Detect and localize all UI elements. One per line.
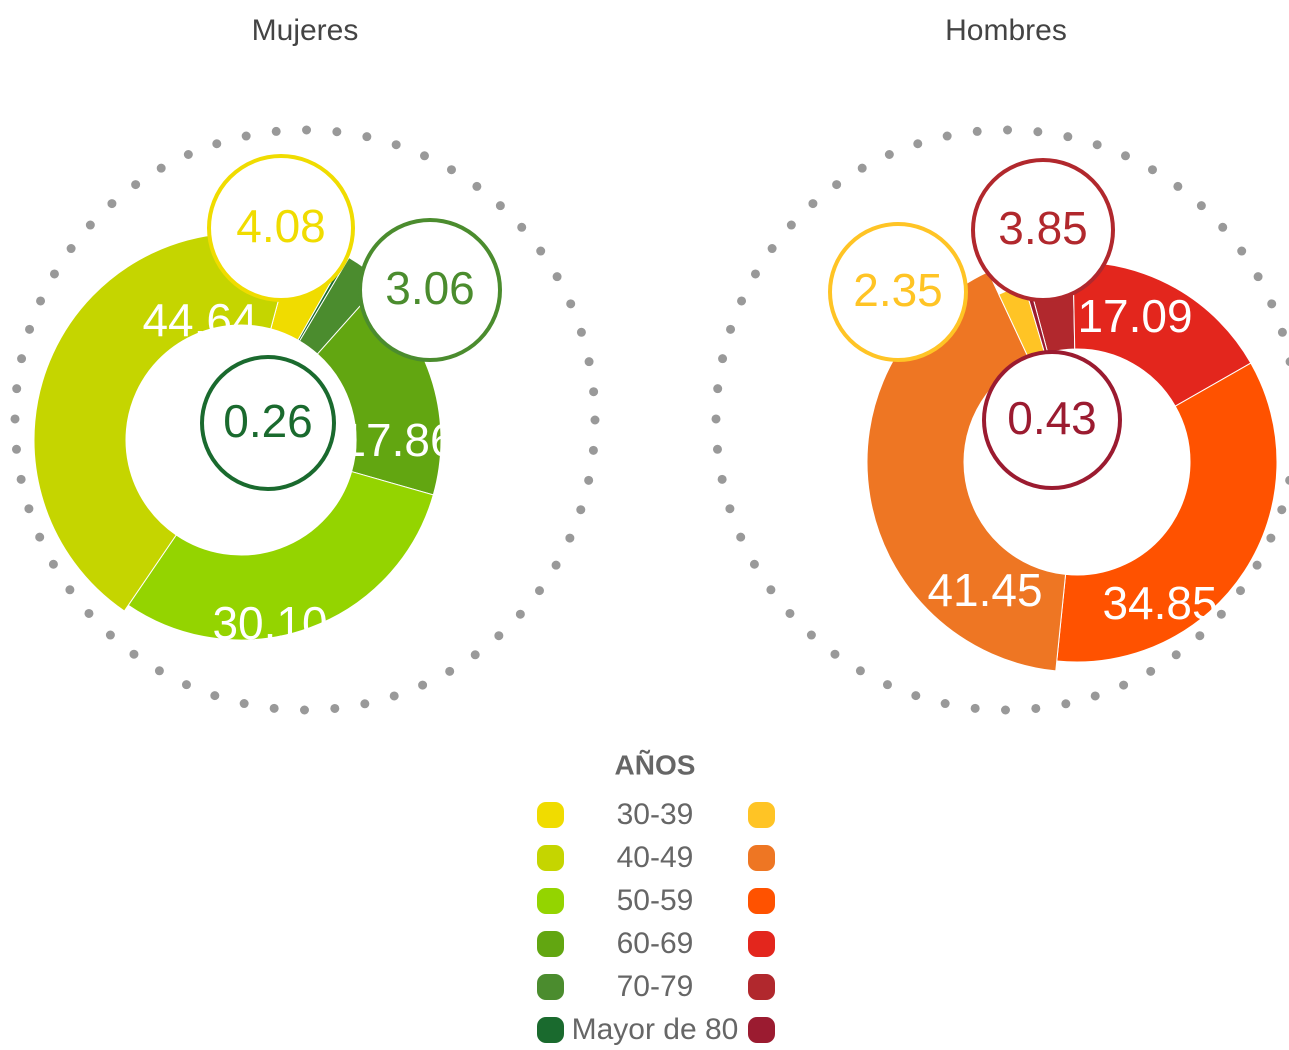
legend-swatch bbox=[748, 888, 775, 914]
label-bubble bbox=[207, 154, 355, 302]
slice bbox=[1056, 362, 1278, 663]
legend-swatch bbox=[748, 931, 775, 957]
slice bbox=[1072, 261, 1252, 407]
value-label: 0.26 bbox=[223, 395, 313, 447]
value-label: 30.10 bbox=[212, 597, 327, 649]
legend-swatch bbox=[537, 802, 564, 828]
value-label: 2.35 bbox=[853, 264, 943, 316]
label-bubble bbox=[200, 355, 336, 491]
legend-label: 70-79 bbox=[617, 970, 694, 1003]
legend-label: 30-39 bbox=[617, 798, 694, 831]
value-label: 17.86 bbox=[340, 414, 455, 466]
value-label: 44.64 bbox=[142, 294, 257, 346]
label-bubble bbox=[358, 218, 502, 362]
chart-title: Mujeres bbox=[252, 14, 359, 47]
legend-swatch bbox=[537, 888, 564, 914]
legend-label: 40-49 bbox=[617, 841, 694, 874]
legend-swatch bbox=[748, 974, 775, 1000]
value-label: 4.08 bbox=[236, 200, 326, 252]
legend-swatch bbox=[537, 974, 564, 1000]
value-label: 41.45 bbox=[927, 564, 1042, 616]
label-bubble bbox=[828, 222, 968, 362]
value-label: 3.06 bbox=[385, 262, 475, 314]
legend-label: 50-59 bbox=[617, 884, 694, 917]
value-label: 0.43 bbox=[1007, 392, 1097, 444]
legend-swatch bbox=[537, 845, 564, 871]
legend-swatch bbox=[537, 1017, 564, 1043]
slice bbox=[127, 470, 434, 641]
legend-label: Mayor de 80 bbox=[572, 1013, 739, 1046]
legend-swatch bbox=[748, 802, 775, 828]
legend-swatch bbox=[537, 931, 564, 957]
value-label: 3.85 bbox=[998, 202, 1088, 254]
dotted-ring bbox=[10, 125, 600, 715]
value-label: 17.09 bbox=[1077, 290, 1192, 342]
dotted-ring bbox=[711, 125, 1289, 715]
chart-title: Hombres bbox=[945, 14, 1067, 47]
label-bubble bbox=[982, 350, 1122, 490]
legend-swatch bbox=[748, 845, 775, 871]
value-label: 34.85 bbox=[1102, 577, 1217, 629]
legend-title: AÑOS bbox=[615, 749, 696, 780]
legend-swatch bbox=[748, 1017, 775, 1043]
label-bubble bbox=[971, 158, 1115, 302]
legend-label: 60-69 bbox=[617, 927, 694, 960]
